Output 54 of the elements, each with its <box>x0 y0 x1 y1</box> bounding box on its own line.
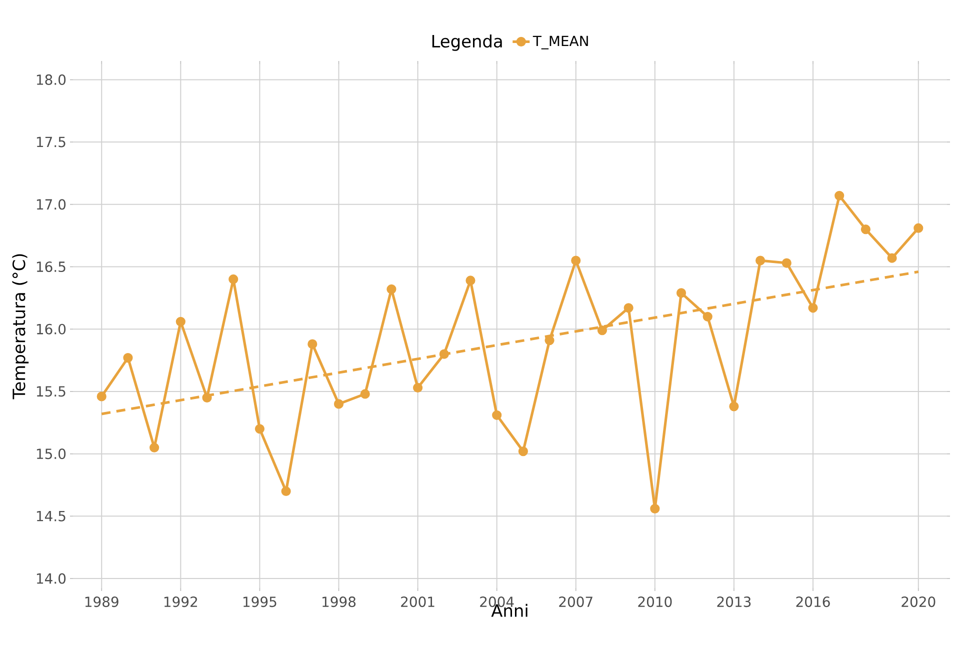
point <box>702 312 712 322</box>
y-tick-label: 16.5 <box>36 261 66 272</box>
point <box>360 389 370 399</box>
point <box>254 424 265 434</box>
point <box>281 486 291 496</box>
point <box>650 504 660 514</box>
legend-title: Legenda <box>432 34 502 51</box>
y-tick-label: 18.0 <box>36 74 66 85</box>
point <box>624 303 634 313</box>
point <box>729 402 739 412</box>
x-tick-label: 1995 <box>243 596 276 608</box>
y-axis-title: Temperatura (°C) <box>12 254 29 400</box>
y-tick-label: 14.0 <box>36 573 66 584</box>
x-tick-label: 2016 <box>796 596 830 608</box>
point <box>756 256 766 266</box>
point <box>887 253 897 263</box>
point <box>439 349 449 359</box>
y-tick-label: 17.5 <box>36 136 66 148</box>
point <box>782 258 792 268</box>
y-tick-label: 17.0 <box>36 199 66 210</box>
point <box>334 399 344 409</box>
point <box>96 392 106 402</box>
point <box>518 446 528 456</box>
point <box>466 276 476 286</box>
x-tick-label: 2001 <box>401 596 434 608</box>
point <box>860 224 870 234</box>
point <box>308 339 318 349</box>
y-tick-label: 14.5 <box>36 510 66 522</box>
x-tick-label: 2010 <box>638 596 672 608</box>
x-tick-label: 1989 <box>85 596 118 608</box>
point <box>676 288 686 298</box>
point <box>202 392 212 403</box>
point <box>412 382 423 393</box>
y-tick-label: 15.5 <box>36 386 66 397</box>
y-tick-label: 15.0 <box>36 448 66 460</box>
point <box>228 274 238 284</box>
point <box>808 303 818 313</box>
x-tick-label: 1992 <box>164 596 198 608</box>
point <box>176 316 186 326</box>
point <box>597 326 608 336</box>
x-tick-label: 2020 <box>902 596 936 608</box>
x-tick-label: 2013 <box>717 596 751 608</box>
legend-label: T_MEAN <box>532 36 588 50</box>
point <box>386 284 396 294</box>
point <box>834 190 844 200</box>
point <box>914 223 924 233</box>
x-tick-label: 2007 <box>559 596 592 608</box>
x-tick-label: 1998 <box>322 596 356 608</box>
point <box>123 352 133 363</box>
y-tick-label: 16.0 <box>36 324 66 334</box>
point <box>150 442 160 452</box>
point <box>492 410 502 420</box>
point <box>571 256 581 266</box>
point <box>544 336 554 346</box>
